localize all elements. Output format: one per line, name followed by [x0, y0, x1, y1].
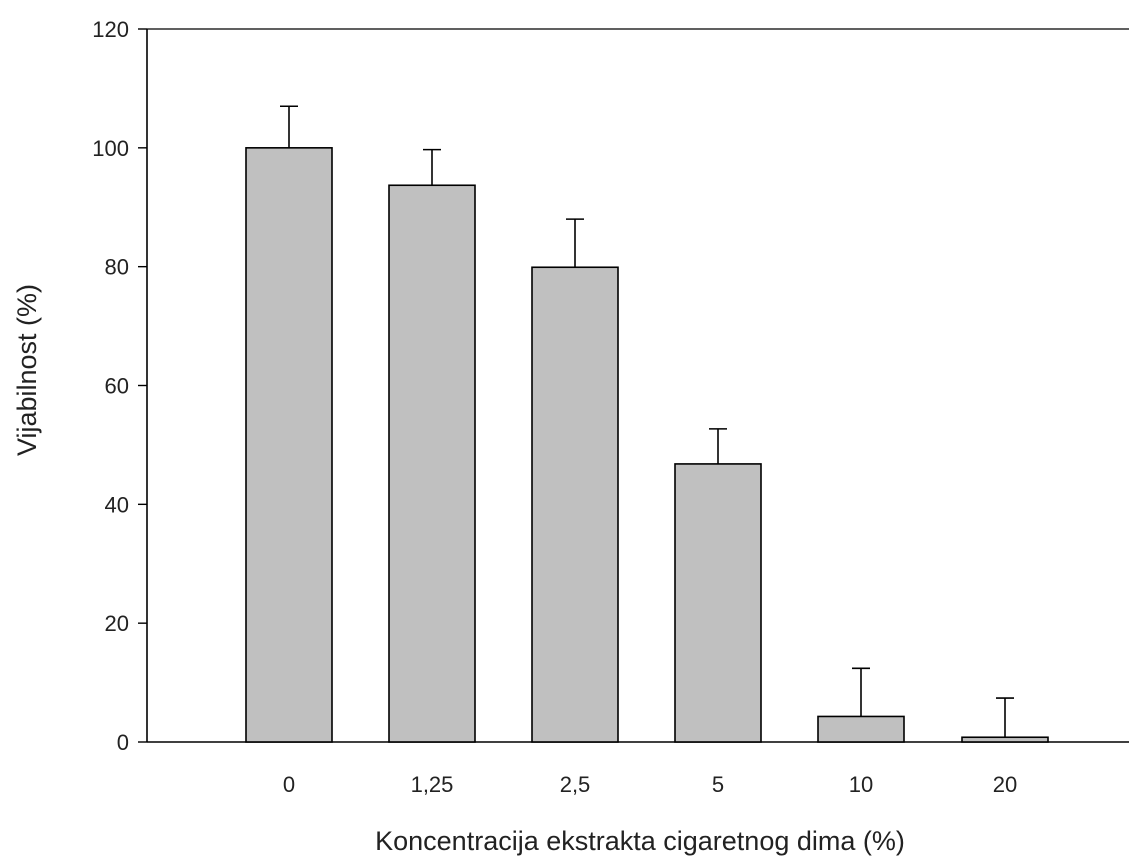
- x-tick-label: 2,5: [560, 772, 591, 797]
- x-axis: 0 1,25 2,5 5 10 20: [283, 772, 1017, 797]
- x-tick-label: 0: [283, 772, 295, 797]
- bar-20: [961, 736, 1049, 743]
- error-bars: [280, 105, 1014, 738]
- bar-0: [245, 147, 333, 743]
- x-tick-label: 5: [712, 772, 724, 797]
- y-axis: 0 20 40 60 80 100 120: [92, 17, 147, 755]
- x-tick-label: 10: [849, 772, 873, 797]
- y-tick-label: 80: [105, 255, 129, 280]
- y-tick-label: 100: [92, 136, 129, 161]
- bar-10: [817, 715, 905, 743]
- bar-2_5: [531, 266, 619, 743]
- y-tick-label: 20: [105, 611, 129, 636]
- y-axis-title: Vijabilnost (%): [12, 284, 42, 456]
- x-tick-label: 1,25: [411, 772, 454, 797]
- y-tick-label: 120: [92, 17, 129, 42]
- y-tick-label: 40: [105, 492, 129, 517]
- x-tick-label: 20: [993, 772, 1017, 797]
- bars: [245, 147, 1049, 743]
- bar-5: [674, 463, 762, 743]
- y-tick-label: 0: [117, 730, 129, 755]
- y-tick-label: 60: [105, 374, 129, 399]
- x-axis-title: Koncentracija ekstrakta cigaretnog dima …: [375, 826, 905, 856]
- bar-1_25: [388, 184, 476, 743]
